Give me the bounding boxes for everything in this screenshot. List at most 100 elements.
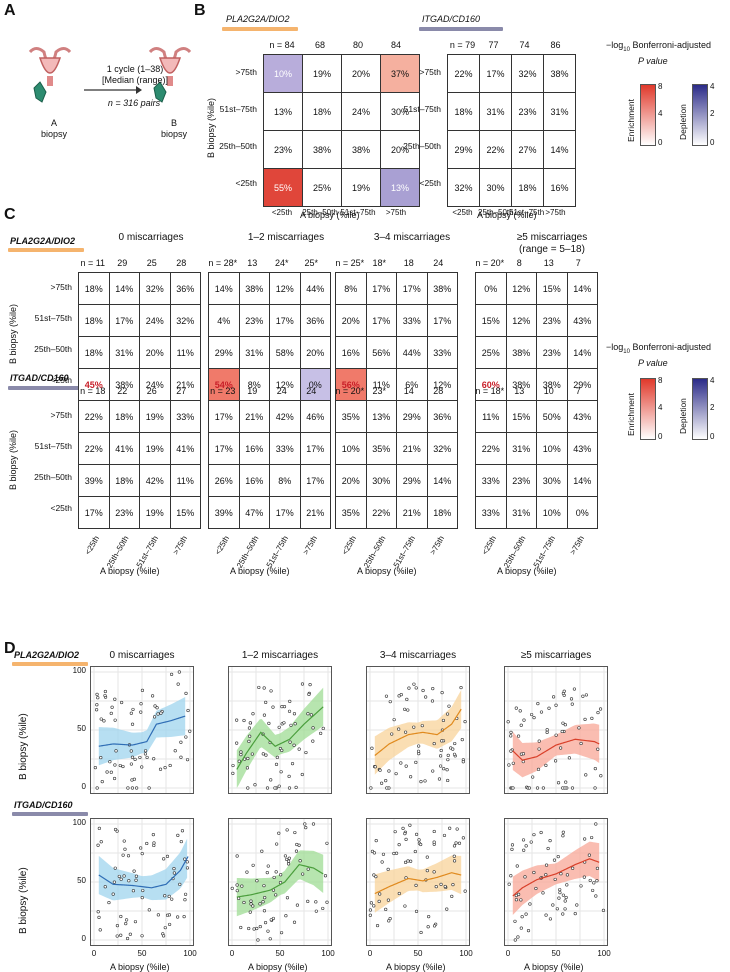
scatter-point	[152, 843, 156, 848]
grid-cell: 23%	[511, 92, 544, 131]
scatter-point	[545, 730, 549, 734]
legend-b-enrich-colorbar	[640, 84, 656, 146]
legend-c-e-mid: 4	[658, 403, 663, 412]
grid-cell: 56%	[365, 336, 397, 369]
scatter-point	[113, 827, 118, 832]
scatter-point	[274, 870, 278, 874]
row-label: 51st–75th	[34, 440, 72, 451]
grid-cell: 32%	[139, 272, 171, 305]
scatter-point	[414, 883, 418, 887]
scatter-point	[406, 859, 410, 863]
smooth-line	[98, 715, 186, 747]
scatter-point	[417, 838, 421, 842]
scatter-point	[373, 765, 377, 769]
grid-cell: 31%	[505, 432, 537, 465]
scatter-point	[390, 732, 394, 736]
grid-cell: 36%	[169, 272, 201, 305]
scatter-point	[570, 702, 574, 706]
scatter-point	[129, 749, 133, 753]
scatter-point	[584, 693, 588, 697]
scatter-point	[163, 766, 167, 770]
scatter-point	[239, 753, 243, 757]
scatter-point	[253, 783, 257, 787]
y-tick: 100	[72, 818, 86, 827]
grid-cell: 35%	[365, 432, 397, 465]
scatter-point	[112, 776, 117, 781]
scatter-point	[553, 877, 557, 882]
col-label: 25th–50th	[501, 534, 528, 570]
scatter-point	[517, 892, 521, 896]
scatter-point	[130, 786, 135, 790]
grid-cell: 11%	[365, 368, 397, 401]
grid-cell: 11%	[475, 400, 507, 433]
scatter-point	[516, 935, 520, 939]
scatter-point	[565, 883, 569, 887]
panel-c-xlabel: A biopsy (%ile)	[230, 566, 290, 576]
scatter-point	[307, 692, 311, 696]
row-label: 25th–50th	[34, 471, 72, 482]
scatter-point	[535, 786, 540, 790]
scatter-point	[561, 830, 565, 834]
scatter-point	[561, 834, 565, 838]
scatter-point	[125, 918, 129, 922]
scatter-point	[230, 886, 234, 891]
scatter-point	[130, 755, 135, 759]
scatter-point	[284, 914, 288, 918]
scatter-point	[293, 722, 297, 726]
scatter-plot	[228, 666, 332, 794]
legend-b-deplete-label: Depletion	[678, 104, 688, 140]
scatter-point	[392, 851, 396, 856]
scatter-point	[261, 900, 265, 904]
scatter-point	[399, 693, 403, 697]
grid-cell: 25%	[302, 168, 342, 207]
scatter-point	[551, 903, 555, 907]
n-count: 13	[247, 258, 258, 268]
n-count: 68	[314, 40, 325, 50]
col-label: >75th	[568, 534, 587, 557]
scatter-point	[242, 900, 246, 905]
scatter-point	[152, 757, 156, 761]
scatter-point	[447, 704, 451, 708]
scatter-point	[103, 885, 107, 889]
scatter-point	[583, 837, 587, 841]
scatter-point	[140, 895, 144, 900]
col-label: >75th	[428, 534, 447, 557]
scatter-point	[386, 898, 391, 902]
panel-d-letter: D	[4, 640, 16, 657]
scatter-point	[368, 913, 372, 917]
grid-cell: 24%	[139, 368, 171, 401]
scatter-point	[280, 705, 284, 709]
scatter-point	[271, 705, 275, 709]
scatter-point	[403, 860, 408, 864]
scatter-point	[287, 786, 292, 790]
scatter-point	[103, 693, 107, 698]
scatter-point	[285, 857, 289, 862]
scatter-point	[388, 700, 392, 704]
scatter-point	[185, 758, 190, 762]
scatter-point	[261, 752, 265, 756]
grid-cell: 31%	[543, 92, 576, 131]
scatter-point	[147, 786, 151, 790]
grid-cell: 38%	[238, 272, 270, 305]
n-row: n = 28* 13 24* 25*	[208, 258, 326, 270]
y-tick: 50	[77, 876, 86, 885]
percentile-grid: 0% 12% 15% 14% 15% 12% 23% 43% 25% 38% 23% 14% 60% 38…	[475, 272, 598, 401]
scatter-point	[134, 874, 139, 878]
scatter-point	[536, 702, 540, 706]
grid-cell: 31%	[505, 496, 537, 529]
grid-cell: 14%	[426, 464, 458, 497]
scatter-point	[547, 706, 551, 710]
legend-c-deplete-colorbar	[692, 378, 708, 440]
scatter-point	[446, 753, 450, 757]
scatter-point	[306, 867, 310, 871]
panel-b-gene1-label: PLA2G2A/DIO2	[226, 14, 290, 24]
grid-cell: 33%	[475, 496, 507, 529]
n-count: n = 18*	[475, 386, 505, 396]
scatter-point	[311, 739, 315, 743]
scatter-point	[150, 694, 155, 698]
scatter-point	[513, 938, 517, 942]
y-tick: 100	[72, 666, 86, 675]
scatter-point	[432, 741, 436, 746]
n-count: 25	[146, 258, 157, 268]
grid-cell: 12%	[426, 368, 458, 401]
